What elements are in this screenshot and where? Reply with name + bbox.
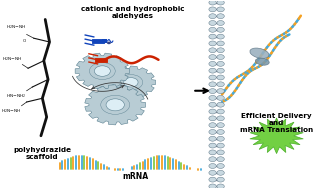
Circle shape [107,42,111,44]
Circle shape [124,78,138,87]
Polygon shape [75,53,129,89]
Circle shape [209,150,216,155]
Polygon shape [106,66,156,99]
Circle shape [209,136,216,141]
Circle shape [217,21,224,26]
Circle shape [217,75,224,80]
Circle shape [217,143,224,148]
Circle shape [209,61,216,66]
Circle shape [217,129,224,134]
Circle shape [209,163,216,168]
Circle shape [209,0,216,5]
Circle shape [217,123,224,128]
Circle shape [217,157,224,162]
Circle shape [217,27,224,32]
Circle shape [217,14,224,19]
Circle shape [209,177,216,182]
Circle shape [217,48,224,53]
Circle shape [217,7,224,12]
Circle shape [217,109,224,114]
Circle shape [217,95,224,100]
Circle shape [209,14,216,19]
Circle shape [94,66,110,76]
Circle shape [209,89,216,94]
Circle shape [209,102,216,107]
Bar [102,39,107,43]
Circle shape [209,48,216,53]
Text: $\mathrm{O}$: $\mathrm{O}$ [22,37,27,44]
Circle shape [209,116,216,121]
Circle shape [209,34,216,39]
Ellipse shape [250,48,269,58]
Circle shape [209,95,216,100]
Circle shape [217,150,224,155]
Circle shape [209,129,216,134]
Circle shape [209,41,216,46]
Circle shape [209,123,216,128]
Circle shape [209,55,216,60]
Circle shape [209,170,216,175]
Circle shape [209,27,216,32]
Polygon shape [85,85,146,125]
Circle shape [209,21,216,26]
Circle shape [209,82,216,87]
Circle shape [217,102,224,107]
Circle shape [209,75,216,80]
Circle shape [217,0,224,5]
Polygon shape [250,118,303,154]
Circle shape [217,61,224,66]
Circle shape [209,109,216,114]
Text: Efficient Delivery
and
mRNA Translation: Efficient Delivery and mRNA Translation [240,113,313,133]
Circle shape [217,116,224,121]
Circle shape [217,68,224,73]
Circle shape [106,99,124,111]
Text: $\mathrm{H_2N{-}NH}$: $\mathrm{H_2N{-}NH}$ [2,55,22,63]
Circle shape [217,170,224,175]
Circle shape [209,68,216,73]
Circle shape [209,7,216,12]
Circle shape [217,184,224,189]
Text: $\mathrm{HN{-}NH_2}$: $\mathrm{HN{-}NH_2}$ [6,93,26,100]
Circle shape [209,157,216,162]
Circle shape [209,184,216,189]
Text: $\mathrm{H_2N{-}NH}$: $\mathrm{H_2N{-}NH}$ [1,108,21,115]
Text: $\mathrm{H_2N{-}NH}$: $\mathrm{H_2N{-}NH}$ [6,23,26,31]
Circle shape [217,82,224,87]
Circle shape [209,143,216,148]
Ellipse shape [255,58,269,65]
Text: polyhydrazide
scaffold: polyhydrazide scaffold [13,147,71,160]
Text: mRNA: mRNA [122,172,148,181]
Circle shape [217,136,224,141]
Circle shape [217,163,224,168]
Circle shape [217,55,224,60]
Circle shape [217,177,224,182]
Circle shape [217,34,224,39]
Text: cationic and hydrophobic
aldehydes: cationic and hydrophobic aldehydes [80,6,184,19]
Circle shape [217,89,224,94]
Circle shape [217,41,224,46]
